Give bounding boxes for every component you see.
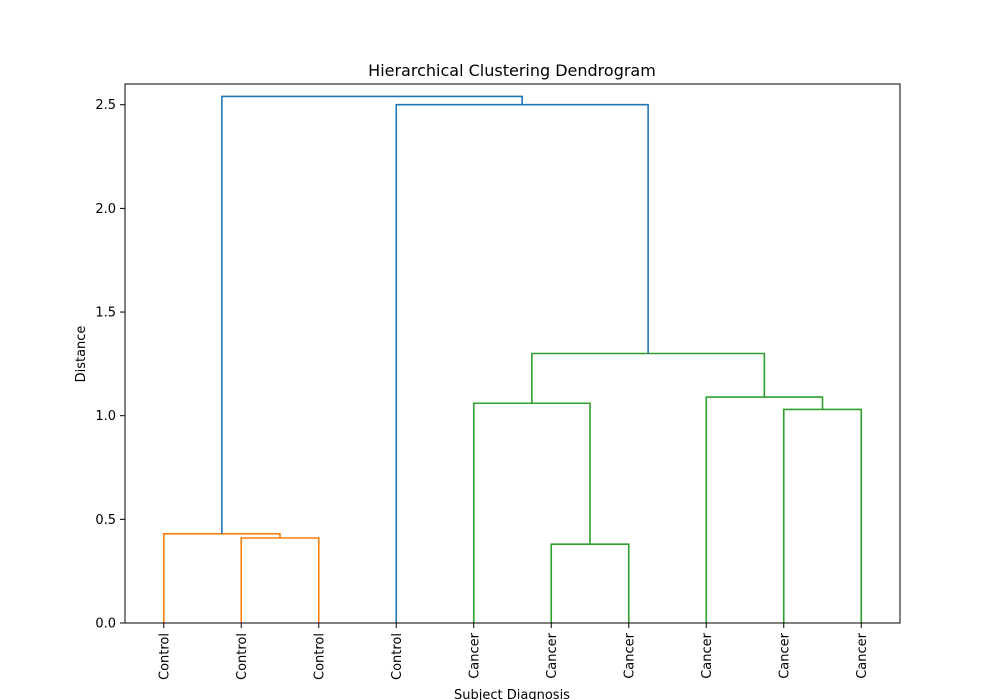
dendrogram-link (472, 402, 591, 623)
chart-title: Hierarchical Clustering Dendrogram (368, 61, 656, 80)
x-axis-label: Subject Diagnosis (454, 688, 570, 700)
leaf-label: Cancer (855, 632, 870, 678)
leaf-label: Cancer (622, 632, 637, 678)
leaf-label: Cancer (700, 632, 715, 678)
dendrogram-link (240, 537, 320, 623)
x-axis: Control Control Control Control Cancer Cancer… (157, 623, 870, 680)
leaf-label: Control (390, 633, 405, 680)
leaf-label: Control (235, 633, 250, 680)
y-tick-label: 1.0 (95, 409, 116, 424)
y-tick-label: 0.0 (95, 617, 116, 632)
y-tick-label: 2.0 (95, 202, 116, 217)
dendrogram-links (162, 95, 863, 623)
dendrogram-link (395, 103, 649, 623)
dendrogram-link (221, 95, 523, 534)
dendrogram-link (550, 543, 630, 623)
leaf-label: Cancer (777, 632, 792, 678)
leaf-label: Control (157, 633, 172, 680)
y-axis-label: Distance (74, 326, 89, 383)
dendrogram-link (531, 352, 766, 404)
leaf-label: Cancer (467, 632, 482, 678)
y-tick-label: 2.5 (95, 98, 116, 113)
leaf-label: Cancer (545, 632, 560, 678)
dendrogram-link (705, 396, 824, 623)
y-tick-label: 1.5 (95, 306, 116, 321)
y-axis: 0.0 0.5 1.0 1.5 2.0 2.5 (95, 98, 125, 632)
dendrogram-link (782, 408, 863, 623)
leaf-label: Control (312, 633, 327, 680)
y-tick-label: 0.5 (95, 513, 116, 528)
dendrogram-link (162, 533, 281, 623)
plot-frame (124, 83, 901, 624)
